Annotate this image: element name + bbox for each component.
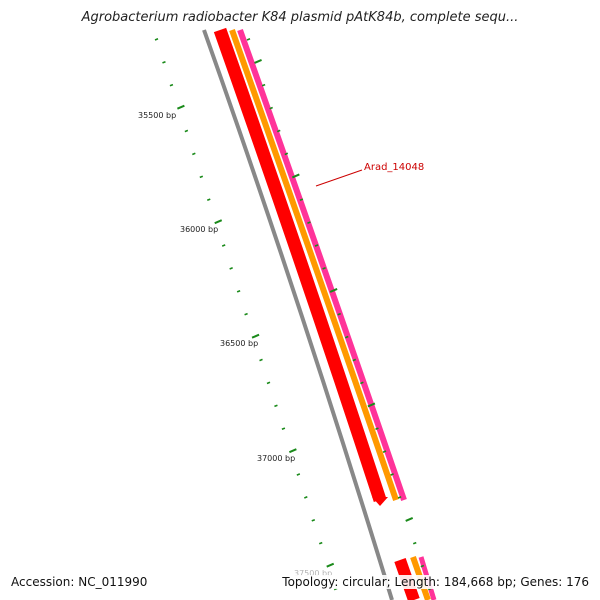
scale-tick	[296, 473, 301, 476]
feature-tick	[405, 516, 414, 522]
scale-label-35500: 35500 bp	[138, 111, 176, 120]
feature-tick	[367, 402, 376, 408]
scale-tick	[266, 381, 271, 385]
feature-tick	[246, 38, 251, 41]
scale-tick	[192, 152, 196, 156]
feature-tick	[276, 129, 281, 133]
scale-tick	[311, 518, 316, 522]
feature-tick	[269, 106, 273, 110]
scale-tick	[244, 312, 248, 316]
scale-label-37000: 37000 bp	[257, 454, 295, 463]
scale-tick	[214, 219, 223, 225]
scale-tick	[221, 244, 226, 247]
scale-tick	[236, 289, 241, 293]
scale-label-37500: 37500 bp	[294, 569, 332, 578]
scale-tick	[229, 267, 233, 270]
gene-track-orange[interactable]	[229, 28, 399, 501]
scale-tick	[177, 104, 185, 110]
scale-tick	[288, 448, 297, 454]
feature-tick	[337, 312, 341, 316]
feature-tick	[254, 58, 262, 64]
scale-tick	[199, 175, 204, 179]
gene-track-pink[interactable]	[237, 28, 407, 501]
scale-tick	[154, 38, 159, 41]
feature-tick	[390, 473, 394, 476]
scale-tick	[281, 427, 286, 431]
feature-tick	[344, 335, 349, 339]
feature-tick	[307, 221, 311, 224]
feature-tick	[352, 358, 357, 362]
feature-tick	[284, 152, 289, 156]
scale-tick	[206, 198, 211, 202]
scale-label-36500: 36500 bp	[220, 339, 258, 348]
scale-tick	[304, 496, 308, 499]
scale-tick	[251, 333, 260, 339]
feature-ticks-right	[246, 38, 432, 591]
scale-tick	[318, 541, 323, 545]
sequence-backbone	[202, 29, 394, 600]
scale-tick	[184, 129, 189, 133]
scale-tick	[326, 562, 335, 568]
gene-track-red[interactable]	[213, 27, 387, 503]
feature-tick	[360, 381, 364, 385]
feature-tick	[375, 427, 379, 431]
scale-ticks-left	[154, 38, 338, 591]
feature-tick	[299, 198, 304, 202]
feature-tick	[397, 496, 402, 499]
summary-text: Topology: circular; Length: 184,668 bp; …	[280, 575, 591, 589]
map-title: Agrobacterium radiobacter K84 plasmid pA…	[81, 10, 519, 25]
gene-arrow-tip	[372, 497, 388, 506]
scale-tick	[259, 358, 263, 362]
feature-tick	[329, 287, 338, 293]
scale-tick	[169, 83, 174, 87]
gene-label-arad-14048[interactable]: Arad_14048	[364, 162, 424, 173]
feature-tick	[412, 541, 417, 545]
scale-label-36000: 36000 bp	[180, 225, 218, 234]
gene-label-leader	[315, 169, 363, 187]
feature-tick	[420, 564, 425, 568]
scale-tick	[162, 60, 166, 64]
accession-text: Accession: NC_011990	[9, 575, 150, 589]
scale-tick	[274, 404, 278, 408]
feature-tick	[382, 450, 387, 453]
feature-tick	[261, 83, 266, 87]
feature-tick	[322, 267, 326, 270]
feature-tick	[291, 173, 300, 179]
feature-tick	[314, 244, 319, 247]
